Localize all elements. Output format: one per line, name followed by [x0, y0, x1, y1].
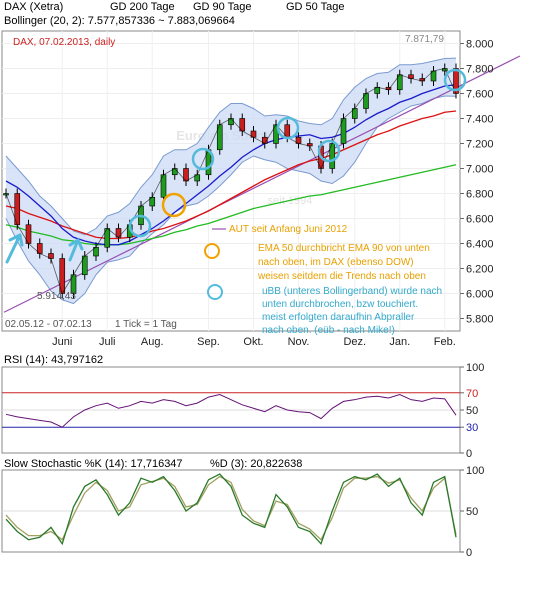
legend-sma50-label: GD 50 Tage [286, 1, 345, 13]
sma50-line [5, 84, 457, 246]
price-y-tick-label: 8.000 [466, 39, 494, 51]
rsi-line [5, 393, 457, 428]
sma200-line [5, 164, 457, 246]
touch-marker-circle [276, 116, 300, 140]
stoch-d-label: %D (3): 20,822638 [210, 458, 303, 470]
price-y-tick-label: 7.400 [466, 114, 494, 126]
rsi-y-tick-label: 30 [466, 422, 478, 434]
annotation-line-4: weisen seitdem die Trends nach oben [258, 271, 426, 282]
rsi-y-axis: 100 70 50 30 0 [460, 362, 484, 460]
price-y-tick-label: 6.800 [466, 189, 494, 201]
bollinger-lower-line [5, 95, 457, 305]
price-x-tick-label: Okt. [243, 336, 263, 348]
price-x-tick-label: Sep. [197, 336, 220, 348]
trendline [3, 55, 521, 313]
price-y-tick-label: 6.600 [466, 214, 494, 226]
arrow-up-icon [5, 233, 24, 264]
price-y-tick-label: 7.600 [466, 89, 494, 101]
rsi-y-tick-label: 100 [466, 362, 484, 374]
crossover-marker-circle [161, 192, 187, 218]
bollinger-upper-line [5, 57, 457, 236]
price-y-tick-label: 5.800 [466, 314, 494, 326]
sma90-line [5, 110, 457, 240]
stoch-d-legend: %D (3): 20,822638 [210, 458, 302, 470]
price-x-tick-label: Nov. [288, 336, 310, 348]
rsi-y-tick-label: 0 [466, 448, 472, 460]
stoch-y-tick-label: 50 [466, 506, 478, 518]
annotation-orange-circle [204, 243, 220, 259]
legend-price: DAX (Xetra) [4, 1, 63, 13]
price-y-tick-label: 7.800 [466, 64, 494, 76]
rsi-line [5, 393, 457, 428]
touch-marker-circle [443, 68, 467, 92]
legend-sma50: GD 50 Tage [286, 1, 345, 13]
date-range: 02.05.12 - 07.02.13 [5, 319, 92, 330]
legend-bollinger: Bollinger (20, 2): 7.577,857336 ~ 7.883,… [4, 15, 235, 27]
price-close-line [5, 68, 457, 295]
rsi-legend-label: RSI (14): 43,797162 [4, 354, 104, 366]
legend-sma90-label: GD 90 Tage [193, 1, 252, 13]
moving-averages [5, 84, 457, 246]
stoch-y-axis: 100 50 0 [460, 465, 484, 559]
stoch-k-line [5, 473, 457, 546]
price-x-tick-label: Juli [99, 336, 116, 348]
price-x-tick-label: Dez. [343, 336, 366, 348]
stoch-y-tick-label: 100 [466, 465, 484, 477]
annotation-line-5: uBB (unteres Bollingerband) wurde nach [262, 286, 443, 297]
stoch-y-tick-label: 0 [466, 547, 472, 559]
annotation-line-2: EMA 50 durchbricht EMA 90 von unten [258, 243, 430, 254]
annotation-line-3: nach oben, im DAX (ebenso DOW) [258, 257, 414, 268]
arrow-up-icon [68, 238, 84, 262]
price-x-tick-label: Feb. [434, 336, 456, 348]
stoch-k-label: Slow Stochastic %K (14): 17,716347 [4, 458, 183, 470]
annotation-line-6: unten durchbrochen, bzw touchiert. [262, 299, 419, 310]
price-candles [3, 63, 459, 299]
rsi-grid [2, 392, 460, 428]
price-y-tick-label: 7.000 [466, 164, 494, 176]
price-y-tick-label: 6.200 [466, 264, 494, 276]
stochastic-lines [5, 473, 457, 546]
rsi-y-tick-label: 70 [466, 388, 478, 400]
high-label: 7.871,79 [405, 34, 444, 45]
legend-sma200: GD 200 Tage [110, 1, 175, 13]
legend-sma90: GD 90 Tage [193, 1, 252, 13]
price-y-tick-label: 7.200 [466, 139, 494, 151]
price-y-tick-label: 6.400 [466, 239, 494, 251]
rsi-y-tick-label: 50 [466, 405, 478, 417]
price-y-tick-label: 6.000 [466, 289, 494, 301]
legend-bollinger-label: Bollinger (20, 2): 7.577,857336 ~ 7.883,… [4, 15, 235, 27]
chart-title: DAX, 07.02.2013, daily [13, 37, 116, 48]
touch-marker-circle [128, 214, 152, 238]
price-x-tick-label: Aug. [141, 336, 164, 348]
annotation-line-8: nach oben. (eüb - nach Mike!) [262, 325, 395, 336]
annotation-line-7: meist erfolgten daraufhin Abpraller [262, 312, 415, 323]
legend-sma200-label: GD 200 Tage [110, 1, 175, 13]
touch-marker-circle [191, 147, 215, 171]
markers [5, 68, 467, 300]
touch-marker-circle [317, 139, 341, 163]
tick-info: 1 Tick = 1 Tag [115, 319, 177, 330]
annotation-line-1: AUT seit Anfang Juni 2012 [229, 224, 348, 235]
low-label: 5.914,43 [37, 291, 76, 302]
price-y-axis: 8.000 7.800 7.600 7.400 7.200 7.000 6.800 6.600… [460, 39, 494, 326]
price-x-tick-label: Juni [52, 336, 72, 348]
annotation-cyan-circle [207, 284, 223, 300]
price-x-axis: Juni Juli Aug. Sep. Okt. Nov. Dez. Jan. Feb. [52, 336, 456, 348]
support-trendline [3, 55, 521, 313]
rsi-legend: RSI (14): 43,797162 [4, 354, 103, 366]
price-x-tick-label: Jan. [389, 336, 410, 348]
stoch-k-legend: Slow Stochastic %K (14): 17,716347 [4, 458, 183, 470]
legend-price-label: DAX (Xetra) [4, 1, 64, 13]
